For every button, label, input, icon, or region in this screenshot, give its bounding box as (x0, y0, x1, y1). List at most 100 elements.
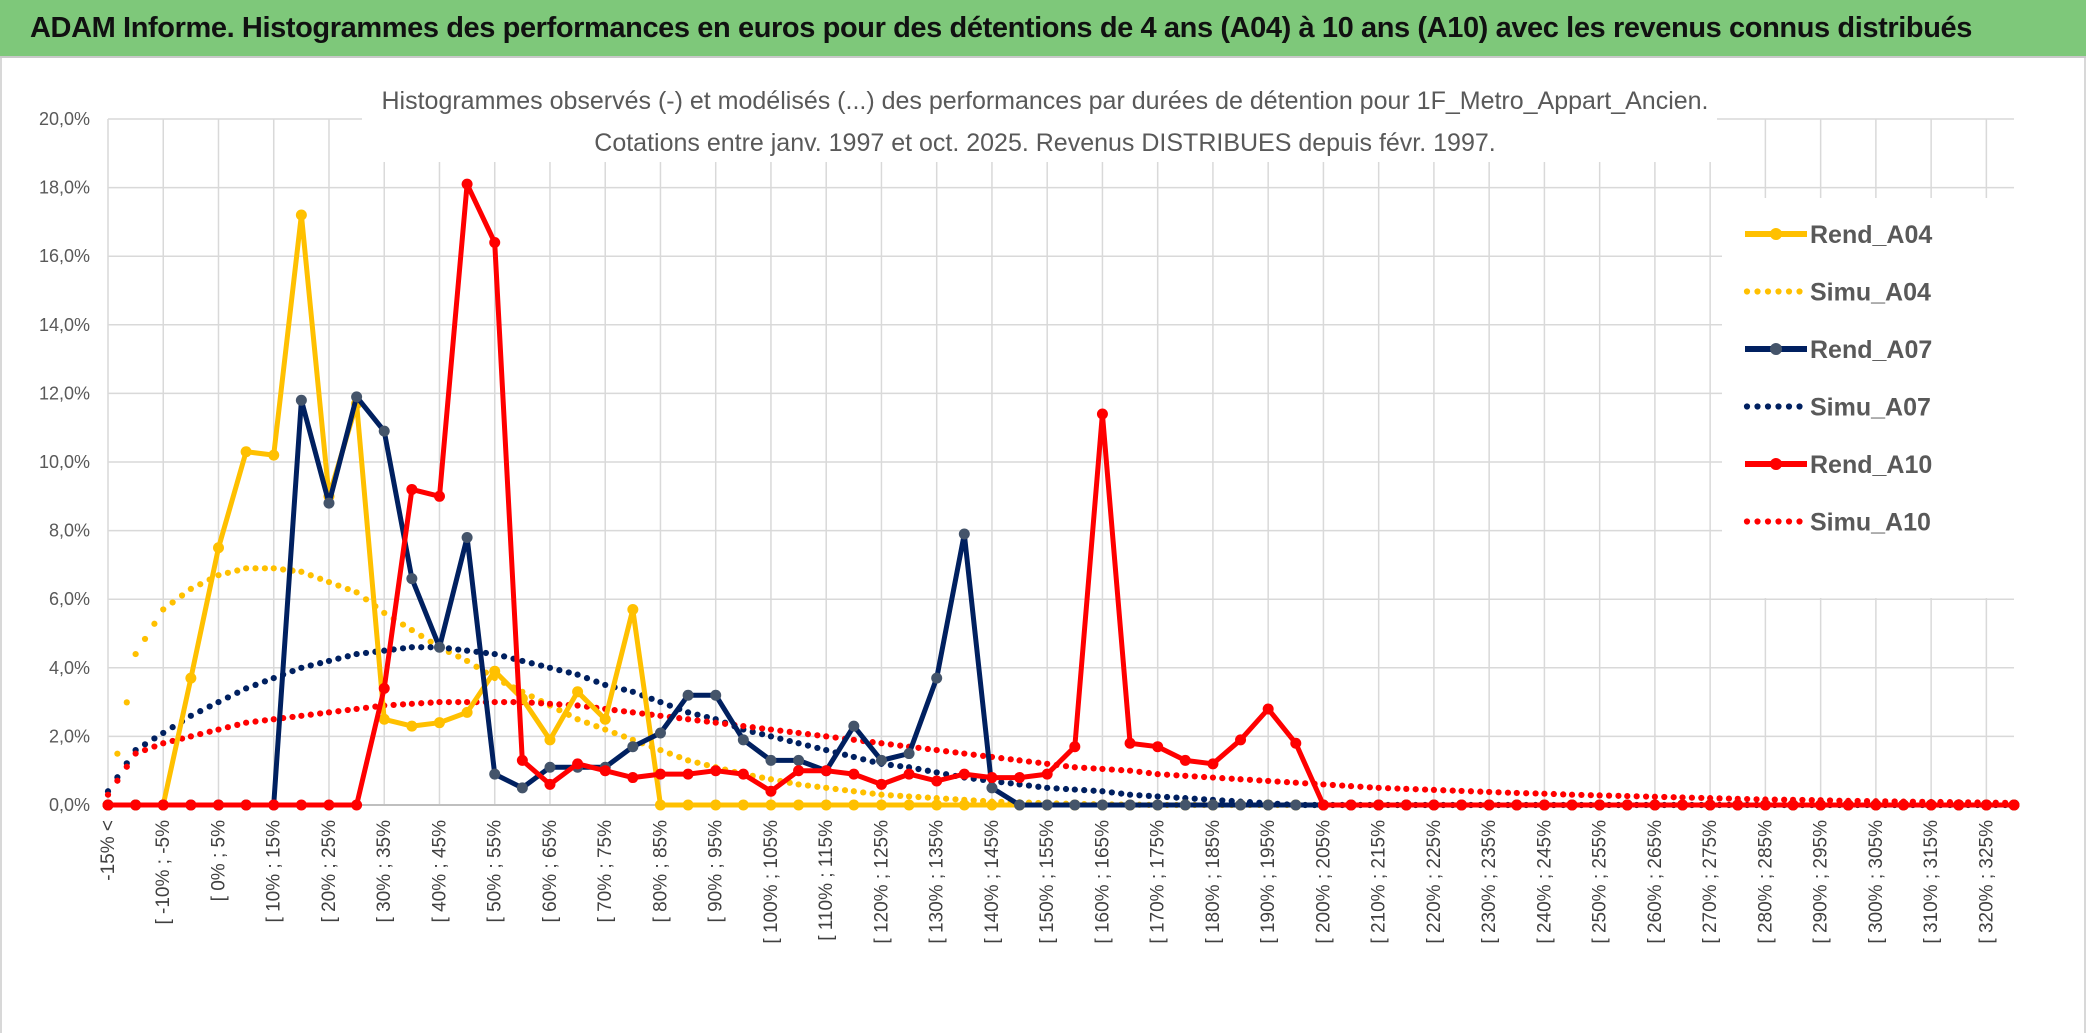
point (759, 774, 766, 781)
data-point (682, 768, 694, 780)
data-point (958, 768, 970, 780)
data-point (1815, 799, 1827, 811)
data-point (406, 483, 418, 495)
data-point (295, 209, 307, 221)
data-point (765, 785, 777, 797)
data-point (820, 765, 832, 777)
data-point (1538, 799, 1550, 811)
y-tick-label: 4,0% (49, 658, 90, 678)
point (749, 728, 756, 735)
point (814, 744, 821, 752)
data-point (1842, 799, 1854, 811)
x-tick-label: [ 230% ; 235% (1479, 820, 1500, 944)
data-point (1483, 799, 1495, 811)
point (694, 717, 701, 724)
data-point (1179, 799, 1191, 811)
point (455, 699, 462, 706)
point (1725, 795, 1733, 802)
data-point (903, 768, 915, 780)
point (1449, 787, 1456, 794)
point (1062, 763, 1070, 770)
data-point (572, 758, 584, 770)
data-point (1732, 799, 1744, 811)
point (657, 712, 664, 719)
point (1781, 796, 1788, 803)
point (353, 705, 360, 713)
point (1366, 784, 1373, 791)
x-tick-label: [ 30% ; 35% (374, 820, 395, 923)
data-point (737, 768, 749, 780)
point (869, 790, 876, 797)
point (1568, 791, 1576, 798)
x-tick-label: [ 40% ; 45% (429, 820, 450, 923)
point (1495, 789, 1502, 796)
x-tick-label: [ 130% ; 135% (927, 820, 948, 944)
legend-background (1722, 198, 2022, 598)
point (1099, 788, 1106, 795)
point (1007, 780, 1014, 787)
point (141, 746, 149, 754)
data-point (875, 754, 887, 766)
point (1035, 759, 1042, 766)
y-tick-label: 2,0% (49, 726, 90, 746)
data-point (1096, 408, 1108, 420)
point (952, 749, 959, 756)
data-point (572, 686, 584, 698)
point (436, 699, 443, 706)
point (666, 702, 673, 709)
point (804, 731, 812, 738)
point (648, 695, 655, 702)
data-point (1345, 799, 1357, 811)
point (676, 715, 683, 722)
point (1228, 775, 1235, 782)
chart-title-background (362, 80, 1717, 162)
point (197, 730, 204, 738)
point (759, 725, 766, 732)
point (261, 678, 268, 685)
data-point (1400, 799, 1412, 811)
point (132, 750, 139, 757)
point (933, 747, 940, 754)
point (915, 744, 922, 751)
point (114, 777, 121, 784)
point (206, 728, 213, 735)
legend-swatch-marker (1770, 458, 1782, 470)
data-point (1152, 741, 1164, 753)
point (151, 743, 158, 750)
data-point (1456, 799, 1468, 811)
point (215, 726, 222, 733)
data-point (1041, 768, 1053, 780)
data-point (820, 799, 832, 811)
x-tick-label: [ -10% ; -5% (153, 820, 174, 925)
point (224, 724, 231, 731)
point (206, 703, 213, 710)
data-point (1262, 799, 1274, 811)
x-tick-label: [ 220% ; 225% (1424, 820, 1445, 944)
point (298, 568, 305, 575)
point (1477, 788, 1484, 795)
point (860, 756, 867, 763)
point (657, 747, 664, 754)
point (1191, 773, 1198, 780)
point (1394, 785, 1401, 792)
legend-swatch-dot (1796, 403, 1803, 410)
point (823, 733, 830, 740)
point (1532, 790, 1539, 797)
point (1412, 786, 1419, 793)
point (759, 731, 766, 738)
point (344, 585, 351, 593)
point (390, 701, 397, 709)
point (970, 751, 977, 758)
legend-swatch-dot (1785, 288, 1793, 295)
point (878, 740, 885, 747)
point (952, 796, 959, 803)
point (915, 793, 922, 801)
point (344, 706, 351, 714)
point (528, 699, 535, 706)
data-point (1428, 799, 1440, 811)
data-point (875, 778, 887, 790)
point (427, 644, 434, 651)
point (307, 662, 314, 669)
point (445, 645, 452, 652)
point (1513, 789, 1520, 797)
